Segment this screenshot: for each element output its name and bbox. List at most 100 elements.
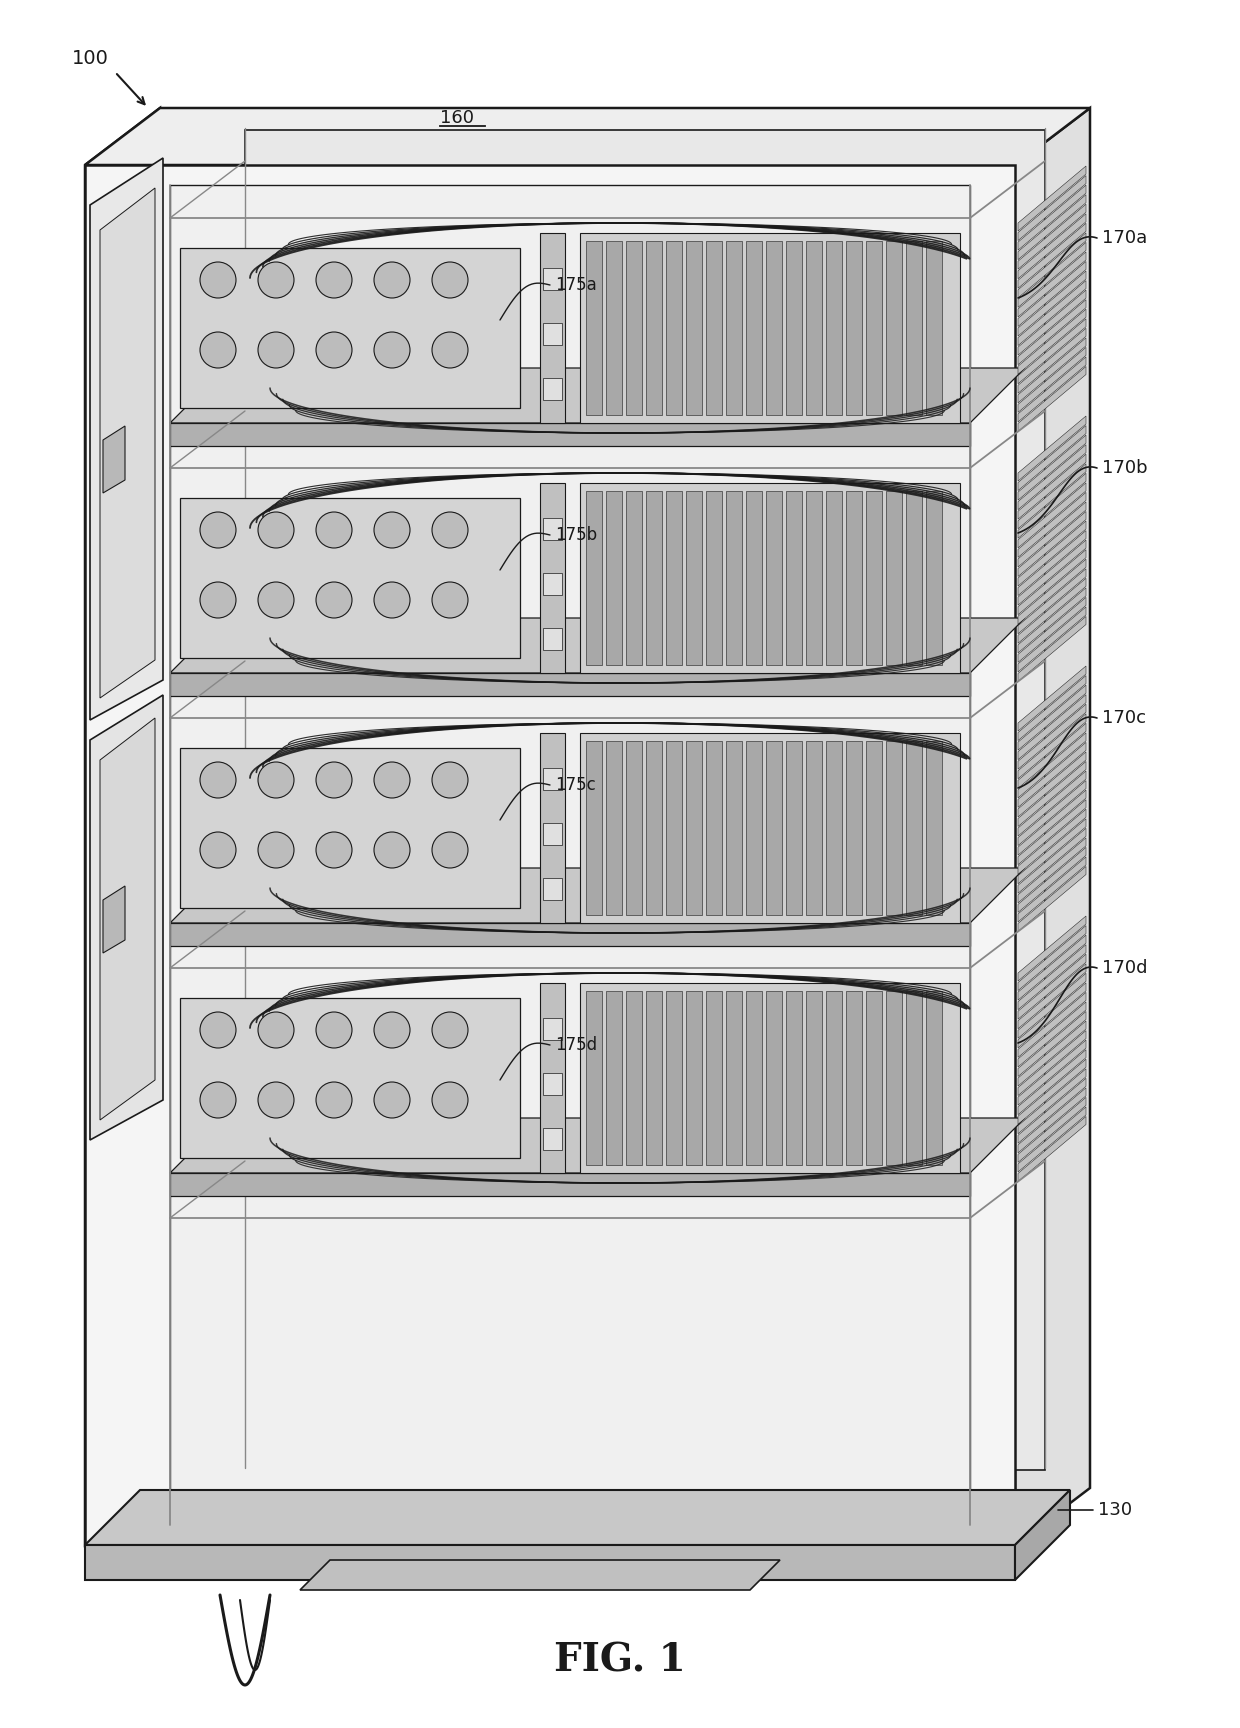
Circle shape — [258, 762, 294, 798]
Polygon shape — [1018, 724, 1086, 788]
Polygon shape — [1018, 318, 1086, 384]
Polygon shape — [1018, 550, 1086, 615]
Text: FIG. 1: FIG. 1 — [554, 1642, 686, 1680]
Polygon shape — [1018, 214, 1086, 278]
Circle shape — [200, 332, 236, 368]
Polygon shape — [606, 741, 622, 916]
Polygon shape — [906, 741, 923, 916]
Circle shape — [200, 1013, 236, 1047]
Polygon shape — [746, 741, 763, 916]
Polygon shape — [1018, 560, 1086, 624]
Polygon shape — [626, 240, 642, 415]
Circle shape — [374, 263, 410, 297]
Polygon shape — [1018, 454, 1086, 518]
Polygon shape — [926, 491, 942, 665]
Polygon shape — [587, 240, 601, 415]
Polygon shape — [1018, 204, 1086, 270]
Circle shape — [316, 831, 352, 867]
Polygon shape — [646, 491, 662, 665]
Polygon shape — [1018, 714, 1086, 779]
Polygon shape — [1018, 926, 1086, 990]
Polygon shape — [1018, 1021, 1086, 1085]
Circle shape — [258, 332, 294, 368]
Polygon shape — [1018, 1108, 1086, 1172]
Polygon shape — [866, 741, 882, 916]
Polygon shape — [1018, 983, 1086, 1047]
Polygon shape — [646, 990, 662, 1165]
Polygon shape — [887, 990, 901, 1165]
Polygon shape — [1018, 665, 1086, 731]
Polygon shape — [1018, 847, 1086, 912]
Polygon shape — [86, 164, 1016, 1545]
Polygon shape — [86, 107, 160, 1545]
Polygon shape — [1018, 482, 1086, 548]
Polygon shape — [580, 733, 960, 923]
Circle shape — [200, 831, 236, 867]
Polygon shape — [1018, 347, 1086, 413]
Polygon shape — [1018, 695, 1086, 760]
Polygon shape — [866, 240, 882, 415]
Circle shape — [200, 762, 236, 798]
Polygon shape — [887, 240, 901, 415]
Polygon shape — [1018, 781, 1086, 845]
Polygon shape — [1018, 790, 1086, 855]
Polygon shape — [170, 1173, 970, 1196]
Circle shape — [258, 511, 294, 548]
Polygon shape — [1018, 299, 1086, 365]
Polygon shape — [100, 188, 155, 698]
Polygon shape — [1018, 676, 1086, 741]
Polygon shape — [1018, 935, 1086, 1001]
Polygon shape — [1018, 954, 1086, 1020]
Polygon shape — [1018, 463, 1086, 529]
Polygon shape — [170, 923, 970, 945]
Text: 175a: 175a — [556, 276, 596, 294]
Polygon shape — [1018, 945, 1086, 1009]
Polygon shape — [180, 999, 520, 1158]
Polygon shape — [887, 741, 901, 916]
Circle shape — [316, 332, 352, 368]
Circle shape — [200, 1082, 236, 1118]
Polygon shape — [1018, 588, 1086, 653]
Polygon shape — [846, 990, 862, 1165]
Circle shape — [374, 762, 410, 798]
Circle shape — [200, 263, 236, 297]
Polygon shape — [1018, 684, 1086, 750]
Polygon shape — [1018, 1002, 1086, 1066]
Polygon shape — [666, 240, 682, 415]
Polygon shape — [1018, 195, 1086, 259]
Polygon shape — [1018, 809, 1086, 874]
Polygon shape — [806, 240, 822, 415]
Polygon shape — [539, 233, 565, 423]
Polygon shape — [170, 672, 970, 696]
Polygon shape — [646, 741, 662, 916]
Circle shape — [258, 582, 294, 619]
Polygon shape — [725, 741, 742, 916]
Polygon shape — [539, 733, 565, 923]
Polygon shape — [686, 491, 702, 665]
Polygon shape — [1016, 1490, 1070, 1579]
Polygon shape — [1018, 762, 1086, 826]
Polygon shape — [246, 130, 1045, 1471]
Circle shape — [200, 511, 236, 548]
Polygon shape — [666, 990, 682, 1165]
Polygon shape — [539, 983, 565, 1173]
Polygon shape — [1018, 1011, 1086, 1077]
Polygon shape — [906, 491, 923, 665]
Circle shape — [258, 1082, 294, 1118]
Polygon shape — [170, 368, 1025, 423]
Polygon shape — [1018, 252, 1086, 316]
Polygon shape — [766, 240, 782, 415]
Polygon shape — [587, 741, 601, 916]
Polygon shape — [1018, 617, 1086, 681]
Polygon shape — [1018, 511, 1086, 577]
Polygon shape — [1018, 435, 1086, 499]
Polygon shape — [1018, 425, 1086, 491]
Circle shape — [432, 511, 467, 548]
Polygon shape — [170, 867, 1025, 923]
Polygon shape — [1018, 579, 1086, 643]
Polygon shape — [1018, 1059, 1086, 1125]
Polygon shape — [746, 240, 763, 415]
Polygon shape — [1018, 1040, 1086, 1106]
Polygon shape — [1018, 1078, 1086, 1144]
Polygon shape — [86, 1545, 1016, 1579]
